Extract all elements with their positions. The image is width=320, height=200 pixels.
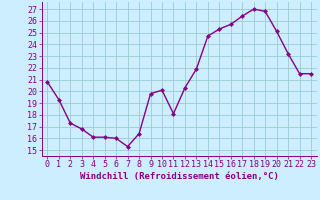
X-axis label: Windchill (Refroidissement éolien,°C): Windchill (Refroidissement éolien,°C) <box>80 172 279 181</box>
